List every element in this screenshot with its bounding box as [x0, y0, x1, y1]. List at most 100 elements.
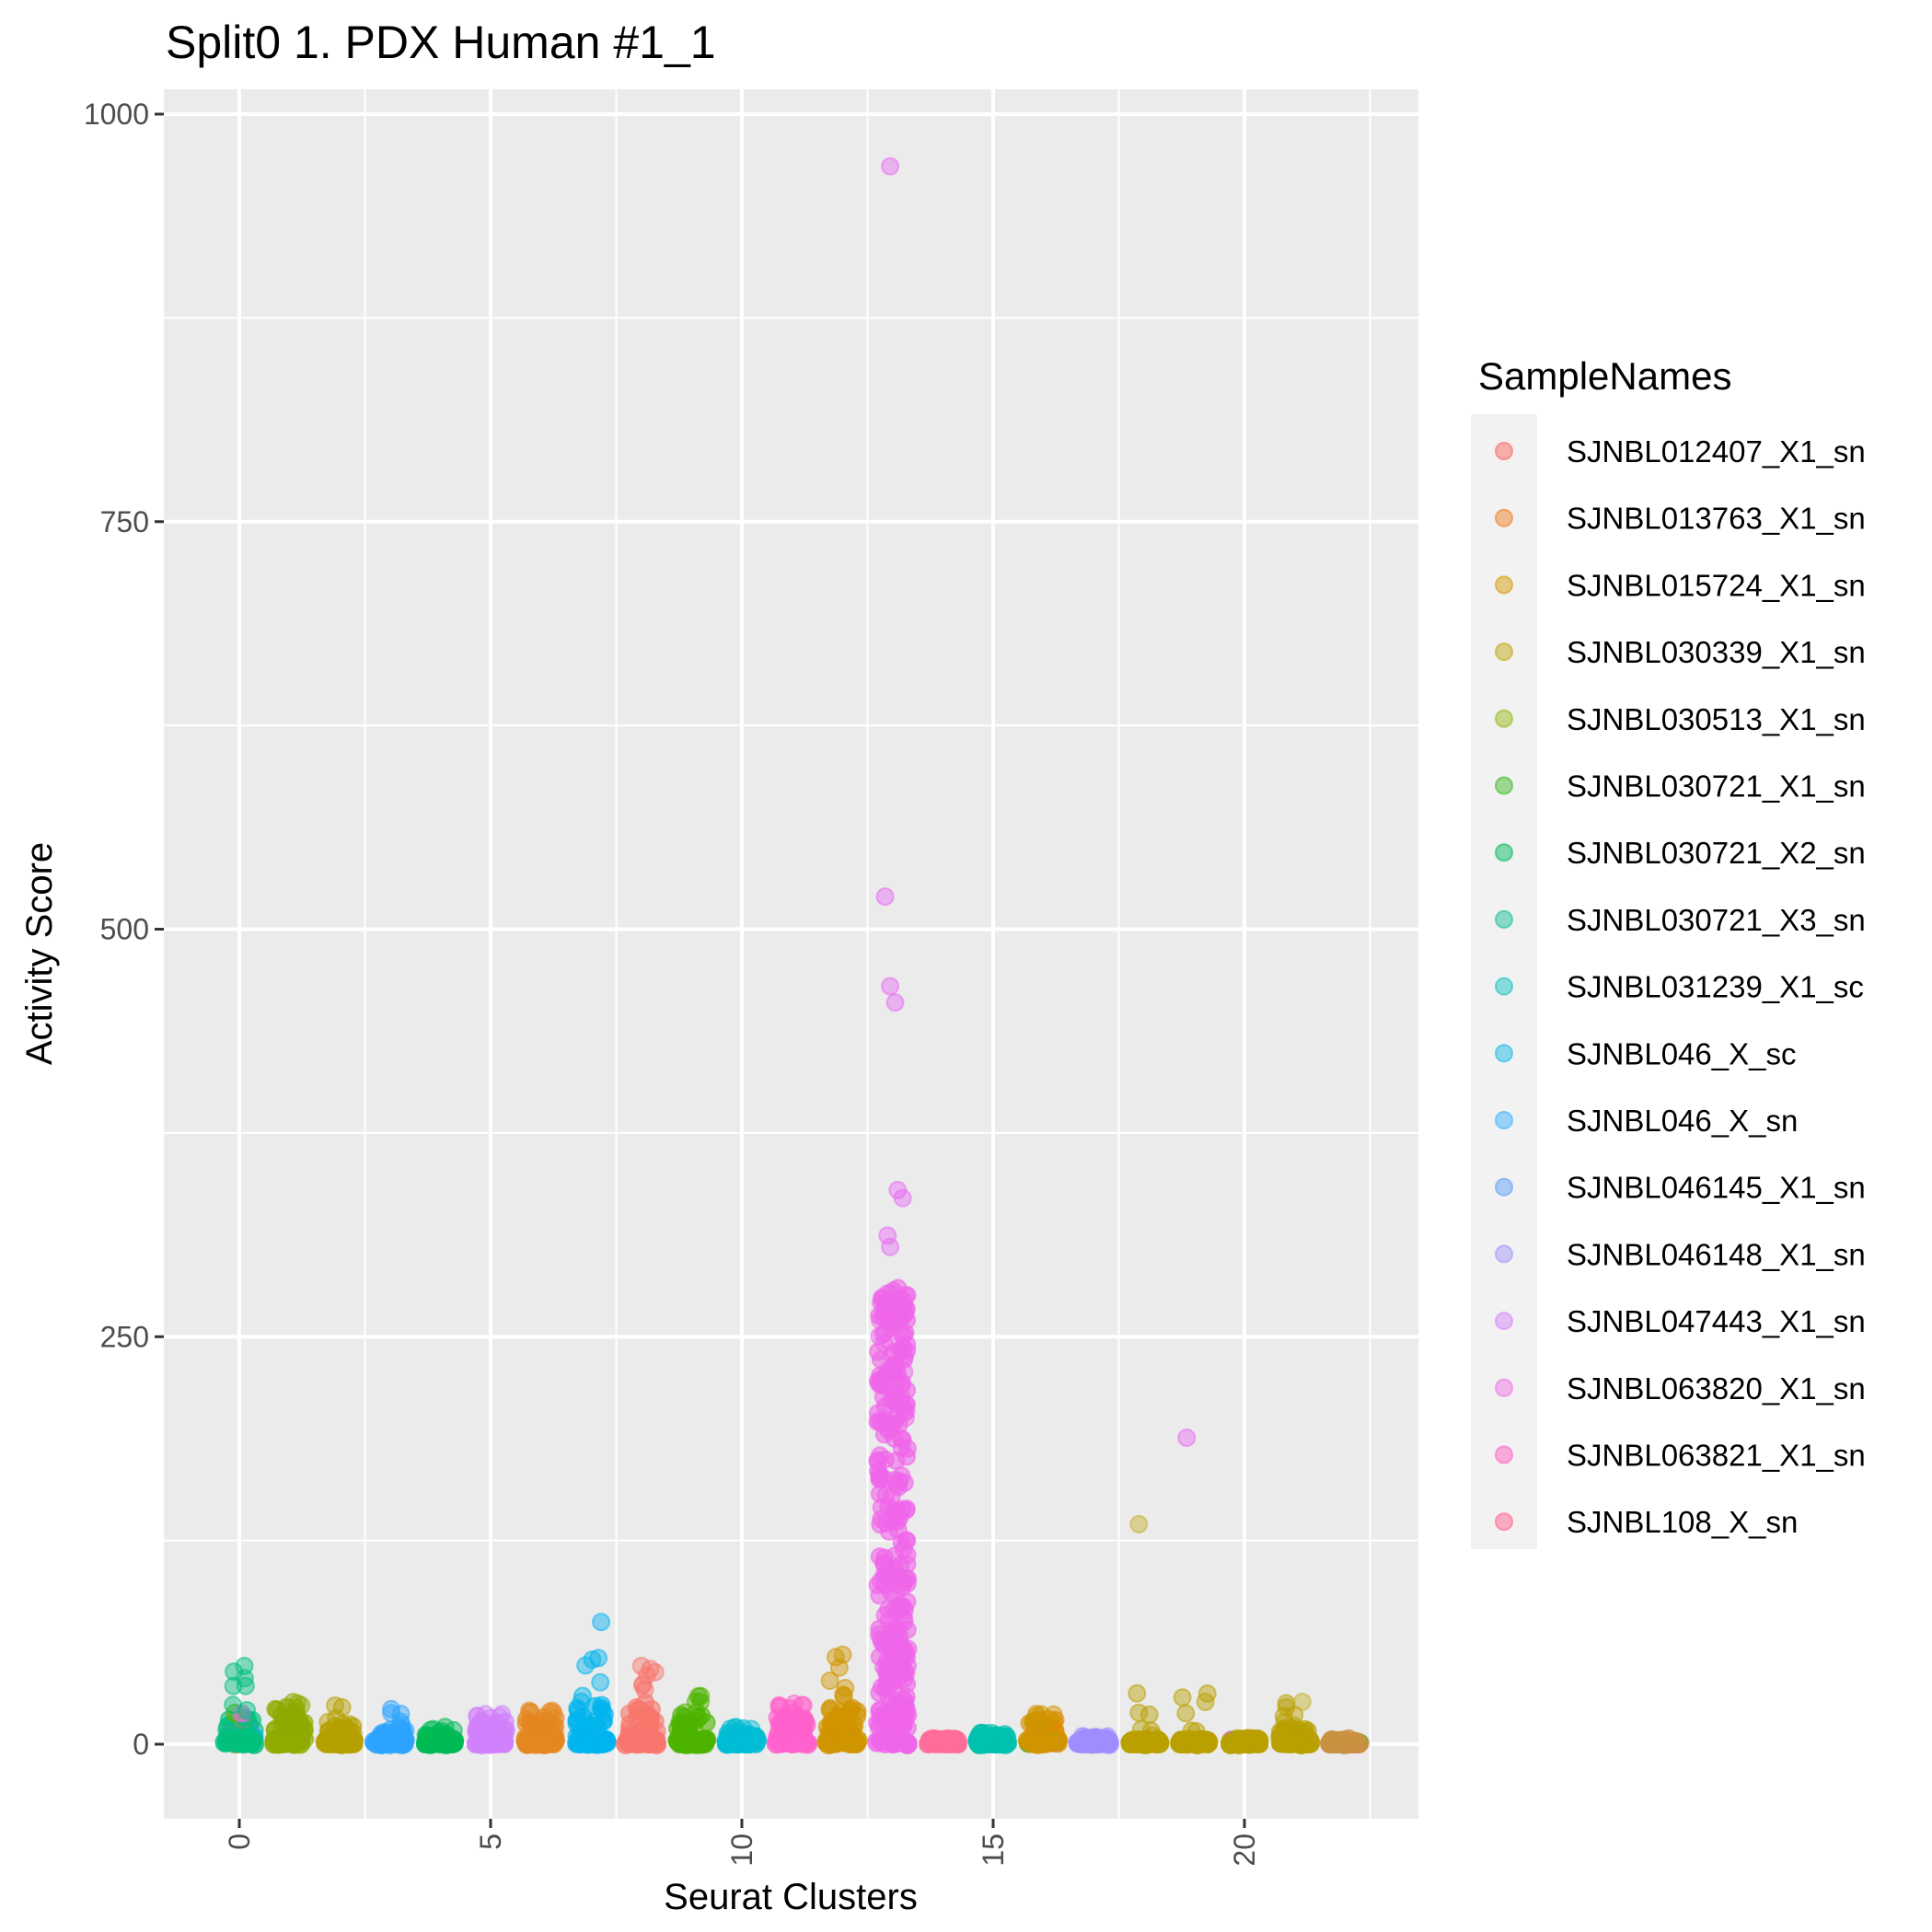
x-tick-label: 20 — [1228, 1834, 1261, 1867]
x-tick-label: 5 — [474, 1834, 507, 1850]
data-point — [1030, 1710, 1049, 1730]
legend-label: SJNBL030721_X1_sn — [1567, 769, 1866, 804]
data-point — [1240, 1732, 1261, 1753]
legend-key — [1495, 1378, 1513, 1397]
data-point — [880, 1631, 899, 1649]
legend-key — [1495, 909, 1513, 929]
legend-label: SJNBL030721_X2_sn — [1567, 836, 1866, 870]
outlier-point — [885, 993, 905, 1012]
data-point — [578, 1732, 599, 1753]
cluster-9-points — [667, 1686, 717, 1754]
data-point — [1040, 1709, 1059, 1729]
cluster-2-points — [315, 1696, 364, 1754]
legend-item: SJNBL046_X_sc — [1495, 1036, 1796, 1070]
outlier-point — [1129, 1514, 1149, 1533]
x-tick-label: 0 — [223, 1834, 256, 1850]
cluster-21-points — [1270, 1694, 1321, 1754]
data-point — [443, 1732, 464, 1753]
legend-key — [1495, 1111, 1513, 1129]
data-point — [1273, 1730, 1293, 1751]
legend-item: SJNBL046145_X1_sn — [1495, 1171, 1866, 1205]
data-point — [1093, 1730, 1114, 1751]
grid-major — [164, 89, 1418, 1819]
data-point — [888, 1391, 907, 1410]
data-point — [734, 1731, 755, 1753]
data-point — [893, 1657, 912, 1676]
data-point — [520, 1732, 541, 1753]
legend-label: SJNBL031239_X1_sc — [1567, 970, 1864, 1004]
legend-item: SJNBL063820_X1_sn — [1495, 1371, 1866, 1406]
plot-panel — [164, 89, 1418, 1819]
legend-item: SJNBL030721_X2_sn — [1495, 836, 1866, 870]
data-point — [868, 1404, 887, 1423]
data-point — [818, 1734, 839, 1754]
legend-key — [1495, 977, 1513, 996]
cluster-0-points — [214, 1662, 265, 1754]
data-point — [476, 1705, 495, 1724]
legend-item: SJNBL030339_X1_sn — [1495, 635, 1866, 669]
data-point — [592, 1695, 611, 1715]
data-point — [1176, 1704, 1196, 1723]
outlier-point — [881, 977, 900, 996]
data-point — [792, 1695, 811, 1715]
outlier-point — [631, 1657, 651, 1675]
legend-key — [1495, 642, 1513, 662]
cluster-17-points — [1068, 1727, 1119, 1754]
data-point — [847, 1730, 868, 1751]
outlier-point — [893, 1188, 912, 1208]
data-point — [318, 1712, 338, 1731]
cluster-3-points — [364, 1699, 415, 1754]
data-point — [225, 1662, 244, 1682]
legend-label: SJNBL046148_X1_sn — [1567, 1237, 1866, 1271]
data-point — [922, 1730, 943, 1752]
data-point — [994, 1729, 1015, 1750]
y-tick-label: 500 — [100, 913, 149, 946]
data-point — [271, 1730, 292, 1751]
cluster-16-points — [1017, 1705, 1069, 1754]
data-point — [688, 1686, 708, 1706]
data-point — [635, 1681, 654, 1699]
legend-label: SJNBL046_X_sn — [1567, 1104, 1798, 1138]
legend-label: SJNBL030513_X1_sn — [1567, 702, 1866, 736]
data-point — [1128, 1683, 1147, 1703]
data-point — [1038, 1730, 1059, 1751]
cluster-7-points — [566, 1649, 617, 1754]
data-point — [639, 1732, 660, 1753]
legend-key — [1495, 1244, 1513, 1264]
cluster-6-points — [515, 1701, 565, 1754]
legend-key — [1495, 508, 1513, 527]
cluster-4-points — [415, 1718, 465, 1754]
data-point — [874, 1729, 896, 1750]
legend-item: SJNBL013763_X1_sn — [1495, 502, 1866, 536]
cluster-10-points — [716, 1718, 768, 1754]
outlier-point — [592, 1613, 611, 1632]
data-point — [573, 1707, 593, 1727]
legend-key — [1495, 1312, 1513, 1331]
legend-key — [1495, 1177, 1513, 1197]
data-point — [870, 1702, 889, 1721]
data-point — [826, 1648, 845, 1667]
data-point — [897, 1408, 915, 1428]
data-point — [680, 1730, 701, 1751]
legend-key — [1495, 1445, 1513, 1464]
y-tick-label: 750 — [100, 505, 149, 538]
data-point — [1333, 1730, 1354, 1752]
cluster-11-points — [766, 1695, 818, 1754]
legend-label: SJNBL063820_X1_sn — [1567, 1371, 1866, 1406]
legend-key — [1495, 843, 1513, 862]
legend-title: SampleNames — [1478, 354, 1731, 398]
y-tick-label: 1000 — [84, 98, 149, 131]
legend-item: SJNBL012407_X1_sn — [1495, 434, 1866, 469]
data-point — [770, 1696, 790, 1716]
data-point — [880, 1562, 899, 1580]
data-point — [234, 1730, 255, 1751]
legend-item: SJNBL046148_X1_sn — [1495, 1237, 1866, 1271]
data-point — [876, 1661, 896, 1681]
data-point — [591, 1672, 610, 1692]
legend-item: SJNBL030721_X1_sn — [1495, 769, 1866, 804]
cluster-22-points — [1320, 1729, 1371, 1754]
cluster-19-points — [1169, 1684, 1219, 1754]
data-point — [1173, 1732, 1194, 1753]
data-point — [820, 1672, 839, 1690]
